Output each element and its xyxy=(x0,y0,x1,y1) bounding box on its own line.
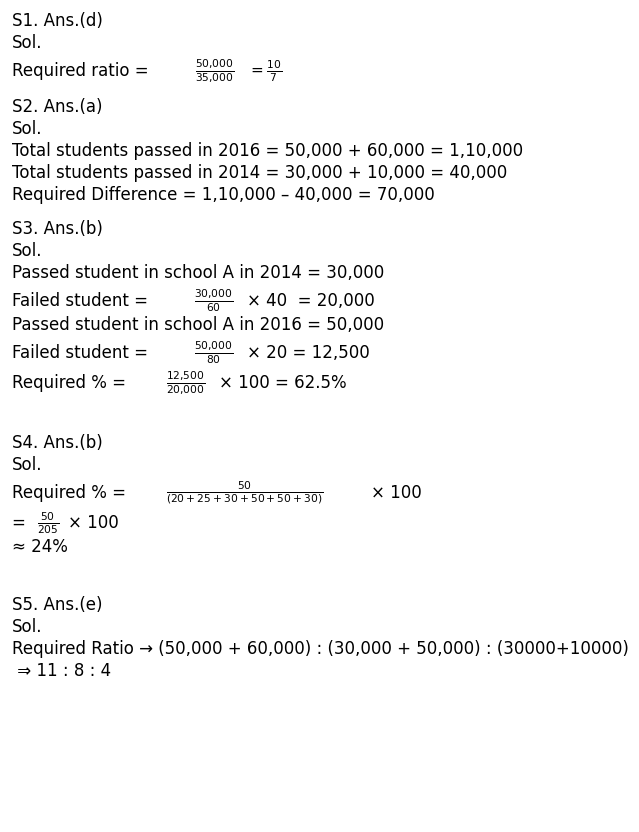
Text: S5. Ans.(e): S5. Ans.(e) xyxy=(12,596,102,614)
Text: $\mathregular{\frac{30{,}000}{60}}$: $\mathregular{\frac{30{,}000}{60}}$ xyxy=(194,288,234,314)
Text: =: = xyxy=(12,514,31,532)
Text: × 40  = 20,000: × 40 = 20,000 xyxy=(247,292,375,310)
Text: $\mathregular{= \frac{10}{7}}$: $\mathregular{= \frac{10}{7}}$ xyxy=(248,58,282,84)
Text: ≈ 24%: ≈ 24% xyxy=(12,538,68,556)
Text: Sol.: Sol. xyxy=(12,242,43,260)
Text: Passed student in school A in 2016 = 50,000: Passed student in school A in 2016 = 50,… xyxy=(12,316,384,334)
Text: Required Ratio → (50,000 + 60,000) : (30,000 + 50,000) : (30000+10000): Required Ratio → (50,000 + 60,000) : (30… xyxy=(12,640,629,658)
Text: $\mathregular{\frac{50}{205}}$: $\mathregular{\frac{50}{205}}$ xyxy=(36,510,59,536)
Text: × 100: × 100 xyxy=(68,514,118,532)
Text: ⇒ 11 : 8 : 4: ⇒ 11 : 8 : 4 xyxy=(12,662,111,680)
Text: $\mathregular{\frac{50{,}000}{80}}$: $\mathregular{\frac{50{,}000}{80}}$ xyxy=(194,339,234,366)
Text: Sol.: Sol. xyxy=(12,456,43,474)
Text: × 100 = 62.5%: × 100 = 62.5% xyxy=(219,374,346,392)
Text: Passed student in school A in 2014 = 30,000: Passed student in school A in 2014 = 30,… xyxy=(12,264,384,282)
Text: S2. Ans.(a): S2. Ans.(a) xyxy=(12,98,102,116)
Text: Failed student =: Failed student = xyxy=(12,344,153,362)
Text: Required ratio =: Required ratio = xyxy=(12,62,154,80)
Text: S4. Ans.(b): S4. Ans.(b) xyxy=(12,434,103,452)
Text: Sol.: Sol. xyxy=(12,618,43,636)
Text: Failed student =: Failed student = xyxy=(12,292,153,310)
Text: × 100: × 100 xyxy=(371,484,422,502)
Text: Total students passed in 2016 = 50,000 + 60,000 = 1,10,000: Total students passed in 2016 = 50,000 +… xyxy=(12,142,523,160)
Text: S1. Ans.(d): S1. Ans.(d) xyxy=(12,12,103,30)
Text: Sol.: Sol. xyxy=(12,34,43,52)
Text: $\mathregular{\frac{50{,}000}{35{,}000}}$: $\mathregular{\frac{50{,}000}{35{,}000}}… xyxy=(195,57,235,85)
Text: $\mathregular{\frac{50}{(20+25+30+50+50+30)}}$: $\mathregular{\frac{50}{(20+25+30+50+50+… xyxy=(166,480,323,506)
Text: Required Difference = 1,10,000 – 40,000 = 70,000: Required Difference = 1,10,000 – 40,000 … xyxy=(12,186,435,204)
Text: S3. Ans.(b): S3. Ans.(b) xyxy=(12,220,103,238)
Text: × 20 = 12,500: × 20 = 12,500 xyxy=(247,344,370,362)
Text: Total students passed in 2014 = 30,000 + 10,000 = 40,000: Total students passed in 2014 = 30,000 +… xyxy=(12,164,507,182)
Text: Required % =: Required % = xyxy=(12,374,131,392)
Text: Sol.: Sol. xyxy=(12,120,43,138)
Text: $\mathregular{\frac{12{,}500}{20{,}000}}$: $\mathregular{\frac{12{,}500}{20{,}000}}… xyxy=(166,369,205,397)
Text: Required % =: Required % = xyxy=(12,484,131,502)
